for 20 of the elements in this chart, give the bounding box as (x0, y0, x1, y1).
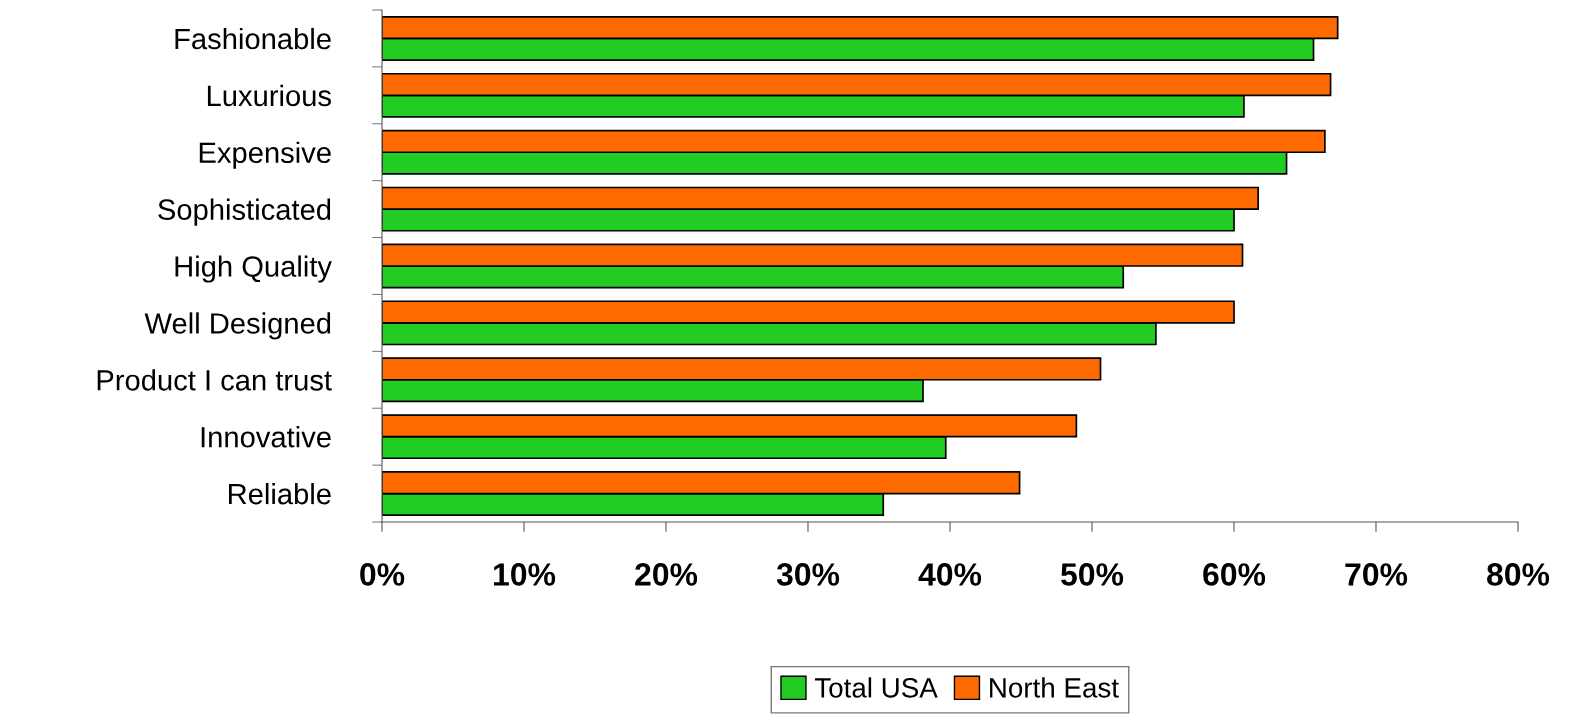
y-tick-label: High Quality (175, 255, 332, 283)
legend-label: North East (990, 677, 1119, 698)
y-tick-label: Luxurious (207, 84, 331, 107)
y-tick-label: Product I can trust (97, 369, 332, 391)
y-tick-label: Fashionable (175, 27, 331, 50)
x-tick-label: 50% (1061, 563, 1124, 586)
y-tick-label: Innovative (201, 426, 331, 448)
x-tick-label: 40% (918, 563, 982, 586)
y-tick-label: Expensive (199, 141, 331, 169)
x-tick-label: 80% (1487, 563, 1550, 586)
legend-label: Total USA (814, 677, 938, 698)
y-tick-label: Well Designed (144, 312, 331, 340)
y-tick-label: Sophisticated (158, 198, 331, 226)
x-tick-label: 30% (776, 563, 840, 586)
x-tick-label: 60% (1203, 563, 1266, 586)
x-tick-label: 0% (360, 563, 405, 586)
x-tick-label: 20% (635, 563, 698, 586)
x-tick-label: 10% (494, 563, 556, 586)
y-tick-label: Reliable (229, 482, 331, 505)
x-tick-label: 70% (1345, 563, 1408, 586)
